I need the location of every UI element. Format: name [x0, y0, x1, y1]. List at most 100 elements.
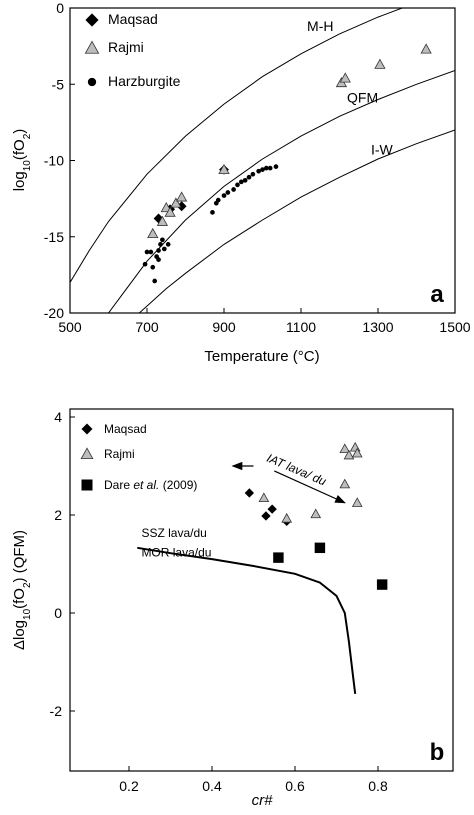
panel-b-ytick-label: 2: [54, 507, 62, 523]
legend-entry: Rajmi: [104, 447, 135, 461]
point-circle: [246, 174, 252, 180]
point-circle: [242, 177, 248, 183]
panel-b-frame: [69, 408, 454, 772]
point-circle: [273, 164, 279, 169]
point-circle: [156, 257, 161, 262]
point-circle: [161, 246, 167, 252]
panel-b-ytick-label: 4: [54, 409, 62, 425]
point-diamond: [244, 488, 255, 498]
panel-a-ytick-label: -20: [44, 305, 64, 321]
panel-a: Temperature (°C) log10(fO2) 500 700 900 110…: [11, 0, 471, 365]
legend-marker-square: [81, 479, 93, 491]
panel-b-ylabel-sub2: 2: [22, 582, 33, 588]
panel-letter-a: a: [430, 281, 444, 308]
buffer-curve-qfm: [108, 70, 455, 313]
point-triangle: [258, 492, 270, 502]
point-circle: [158, 242, 163, 247]
point-triangle: [351, 497, 363, 507]
point-circle: [160, 237, 165, 243]
point-circle: [235, 182, 240, 188]
point-circle: [215, 197, 221, 203]
point-square: [376, 579, 388, 590]
panel-a-ylabel-sub2: 2: [22, 133, 33, 139]
boundary-label-ssz: SSZ lava/du: [141, 526, 206, 540]
legend-marker-circle: [87, 77, 97, 87]
panel-a-xtick-label: 500: [58, 319, 82, 335]
buffer-label-i-w: I-W: [371, 141, 394, 157]
legend-marker-triangle: [80, 447, 94, 460]
legend-entry: Maqsad: [108, 11, 158, 27]
point-triangle: [310, 508, 322, 519]
point-diamond: [267, 504, 277, 514]
panel-a-ytick-label: 0: [56, 0, 64, 16]
point-triangle: [339, 478, 351, 489]
point-circle: [144, 249, 150, 255]
point-circle: [210, 210, 215, 215]
iat-annotation: IAT lava/ du: [265, 451, 329, 489]
point-circle: [156, 248, 161, 253]
point-triangle: [156, 215, 169, 226]
legend-marker-diamond: [81, 423, 93, 435]
legend-entry: Harzburgite: [108, 73, 181, 89]
point-circle: [250, 171, 256, 177]
panel-a-xtick-label: 1500: [439, 319, 470, 335]
legend-entry: Maqsad: [104, 422, 147, 436]
point-circle: [221, 193, 227, 198]
panel-b-ylabel: Δlog10(fO2) (QFM): [11, 530, 33, 650]
panel-b-ytick-label: 0: [54, 605, 62, 621]
panel-b-xtick-label: 0.2: [119, 778, 139, 794]
panel-b-xtick-label: 0.6: [285, 778, 305, 794]
point-triangle: [374, 58, 386, 69]
boundary-label-mor: MOR lava/du: [141, 546, 211, 560]
point-triangle: [147, 227, 159, 239]
ssz-mor-boundary-line: [137, 546, 357, 695]
legend-entry: Dare et al. (2009): [104, 478, 197, 492]
point-triangle: [281, 512, 293, 523]
panel-b-xlabel: cr#: [252, 792, 273, 809]
legend-marker-triangle: [84, 40, 100, 54]
point-triangle: [339, 443, 351, 453]
point-circle: [238, 179, 244, 185]
point-square: [314, 542, 326, 554]
panel-b-ylabel-sub: 10: [22, 608, 33, 620]
buffer-label-qfm: QFM: [347, 90, 378, 106]
point-circle: [225, 190, 231, 195]
point-triangle: [351, 447, 363, 458]
point-circle: [231, 187, 236, 192]
point-triangle: [343, 449, 355, 460]
point-diamond: [261, 511, 271, 521]
legend-marker-diamond: [85, 13, 99, 27]
panel-b: cr# Δlog10(fO2) (QFM) 0.2 0.4 0.6 0.8 4 2 0 -2 S…: [11, 408, 454, 809]
panel-b-xtick-label: 0.4: [202, 778, 222, 794]
point-circle: [165, 242, 171, 247]
point-triangle: [349, 441, 361, 452]
point-triangle: [339, 72, 351, 83]
panel-a-xtick-label: 900: [212, 319, 236, 335]
point-circle: [267, 165, 273, 171]
panel-a-ylabel-sub: 10: [22, 160, 33, 172]
point-circle: [260, 167, 265, 172]
panel-a-xtick-label: 1100: [286, 319, 316, 335]
panel-a-ytick-label: -15: [44, 229, 64, 245]
panel-a-ytick-label: -10: [44, 153, 64, 169]
point-triangle: [170, 197, 182, 208]
panel-a-buffer-curves: [70, 8, 455, 313]
point-circle: [142, 261, 148, 267]
buffer-curve-m-h: [70, 8, 404, 283]
panel-b-ytick-label: -2: [50, 703, 63, 719]
buffer-curve-i-w: [138, 129, 455, 313]
point-triangle: [164, 206, 176, 217]
point-circle: [256, 168, 261, 174]
iat-arrow-down: [274, 470, 346, 504]
point-triangle: [420, 43, 432, 54]
point-circle: [148, 249, 154, 255]
panel-a-xlabel: Temperature (°C): [204, 348, 319, 365]
point-triangle: [176, 191, 188, 202]
point-circle: [152, 278, 158, 284]
panel-b-xtick-label: 0.8: [368, 778, 388, 794]
panel-a-xtick-label: 700: [135, 319, 159, 335]
legend-entry: Rajmi: [108, 39, 144, 55]
panel-a-xtick-label: 1300: [362, 319, 393, 335]
panel-a-ytick-label: -5: [52, 76, 65, 92]
